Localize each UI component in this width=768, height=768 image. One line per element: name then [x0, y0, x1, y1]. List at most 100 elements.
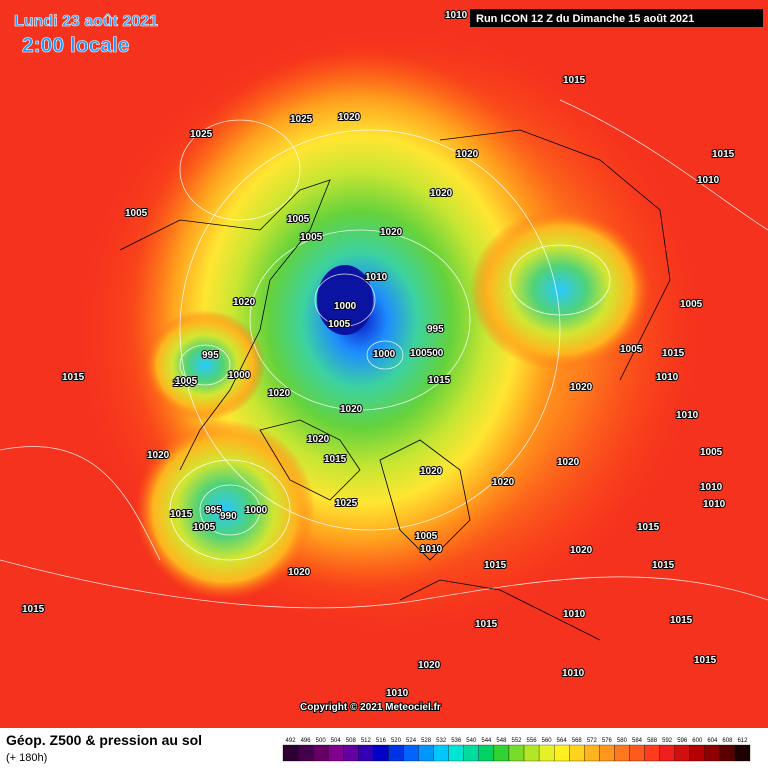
isobar-label: 1015 [484, 560, 507, 571]
scale-swatch [297, 744, 314, 762]
coastlines [119, 129, 671, 641]
isobar-label: 1010 [676, 410, 699, 421]
isobar-label: 1020 [570, 545, 593, 556]
isobar-label: 1020 [288, 567, 311, 578]
scale-swatch [614, 744, 630, 762]
scale-label: 528 [421, 738, 432, 744]
scale-label: 504 [331, 738, 342, 744]
isobar-label: 1010 [365, 272, 388, 283]
isobar-label: 1020 [147, 450, 170, 461]
scale-swatch [282, 744, 299, 762]
scale-swatch [373, 744, 389, 762]
scale-label: 572 [587, 738, 598, 744]
isobar-label: 995 [427, 324, 444, 335]
isobar-label: 1020 [268, 388, 291, 399]
isobar-label: 1005 [700, 447, 723, 458]
isobar-label: 1020 [492, 477, 515, 488]
vortex-core [317, 265, 373, 335]
scale-label: 600 [692, 738, 703, 744]
color-scale: 492 496 500 504 508 512 516 520 524 528 532 536 540 5… [282, 738, 751, 762]
scale-label: 564 [557, 738, 568, 744]
scale-label: 556 [527, 738, 538, 744]
isobar-label: 1000 [373, 349, 396, 360]
scale-swatch [388, 744, 404, 762]
isobars [0, 99, 768, 609]
isobar-label: 1010 [445, 10, 468, 21]
isobar-label: 1015 [563, 75, 586, 86]
scale-swatch [343, 744, 359, 762]
scale-swatch [584, 744, 600, 762]
scale-label: 568 [572, 738, 583, 744]
isobar-label: 1015 [662, 348, 685, 359]
isobar-label: 995 [202, 350, 219, 361]
scale-label: 532 [436, 738, 447, 744]
scale-swatch [358, 744, 374, 762]
isobar-label: 1005 [193, 522, 216, 533]
scale-swatch [629, 744, 645, 762]
isobar-label: 1015 [324, 454, 347, 465]
scale-swatch [569, 744, 585, 762]
isobar-label: 1020 [418, 660, 441, 671]
isobar-label: 1010 [700, 482, 723, 493]
isobar-label: 1010 [562, 668, 585, 679]
isobar-label: 995 [205, 505, 222, 516]
isobar-label: 1010 [386, 688, 409, 699]
run-info: Run ICON 12 Z du Dimanche 15 août 2021 [476, 13, 694, 25]
scale-label: 516 [376, 738, 387, 744]
isobar-label: 1020 [338, 112, 361, 123]
isobar-labels: 1010 1015 1025 1025 1020 1020 1015 1010 1020 1005… [21, 9, 736, 700]
isobar-label: 1020 [307, 434, 330, 445]
scale-label: 540 [466, 738, 477, 744]
scale-swatch [328, 744, 344, 762]
scale-label: 584 [632, 738, 643, 744]
isobar-label: 1005 [173, 378, 196, 389]
footer-title: Géop. Z500 & pression au sol [6, 732, 202, 748]
scale-swatch [508, 744, 525, 762]
scale-swatch [704, 744, 721, 762]
isobar-label: 1015 [22, 604, 45, 615]
scale-swatch [433, 744, 449, 762]
isobar-label: 1015 [637, 522, 660, 533]
isobar-label: 1020 [430, 188, 453, 199]
isobar-label: 1015 [670, 615, 693, 626]
date: Lundi 23 août 2021 [14, 13, 158, 30]
scale-swatch [403, 744, 419, 762]
isobar-label: 1005 [620, 344, 643, 355]
isobar-label: 1025 [335, 498, 358, 509]
isobar-label: 1020 [570, 382, 593, 393]
isobar-label: 1010 [563, 609, 586, 620]
scale-label: 492 [286, 738, 297, 744]
isobar-label: 1000 [245, 505, 268, 516]
scale-label: 580 [617, 738, 628, 744]
copyright: Copyright © 2021 Meteociel.fr [300, 702, 441, 713]
scale-label: 608 [722, 738, 733, 744]
scale-label: 592 [662, 738, 673, 744]
scale-swatch [493, 744, 510, 762]
isobar-label: 1005 [415, 531, 438, 542]
isobar-label: 1015 [712, 149, 735, 160]
isobar-label: 1005 [175, 376, 198, 387]
isobar-label: 990 [220, 511, 237, 522]
isobar-label: 1020 [233, 297, 256, 308]
scale-swatch [599, 744, 615, 762]
run-box [470, 9, 763, 27]
isobar-label: 1010 [656, 372, 679, 383]
scale-swatch [538, 744, 555, 762]
scale-swatch [554, 744, 570, 762]
isobar-label: 100500 [410, 348, 444, 359]
isobar-label: 1015 [170, 509, 193, 520]
isobar-label: 1025 [290, 114, 313, 125]
scale-swatch [674, 744, 690, 762]
isobar-label: 1015 [475, 619, 498, 630]
scale-swatch [689, 744, 705, 762]
scale-label: 496 [301, 738, 312, 744]
isobar-label: 1015 [428, 375, 451, 386]
scale-swatch [448, 744, 464, 762]
scale-swatch [478, 744, 495, 762]
asian-trough [470, 210, 650, 370]
scale-swatch [418, 744, 434, 762]
isobar-label: 1015 [694, 655, 717, 666]
isobar-label: 1005 [300, 232, 323, 243]
scale-swatch [463, 744, 479, 762]
canada-low [145, 310, 265, 420]
